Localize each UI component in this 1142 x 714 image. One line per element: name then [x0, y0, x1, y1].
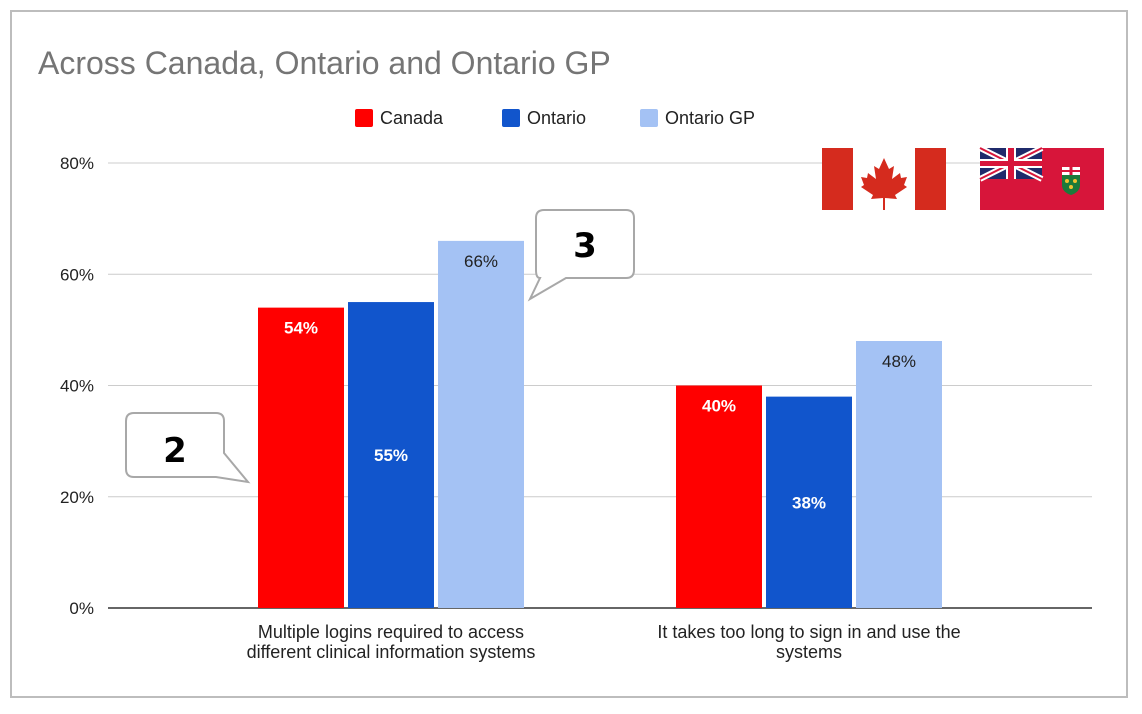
- legend-swatch: [502, 109, 520, 127]
- y-tick-label: 80%: [60, 154, 94, 173]
- data-labels: 54% 55% 66% 40% 38% 48%: [284, 252, 916, 512]
- bar-ontario-gp: [438, 240, 524, 608]
- x-category-label: It takes too long to sign in and use the…: [657, 622, 960, 662]
- callout-2-text: 2: [163, 431, 187, 471]
- data-label: 66%: [464, 252, 498, 271]
- y-axis-ticks: 0% 20% 40% 60% 80%: [60, 154, 94, 618]
- canada-flag-icon: [822, 148, 946, 210]
- bar-ontario: [348, 302, 434, 608]
- data-label: 40%: [702, 397, 736, 416]
- chart-frame: Across Canada, Ontario and Ontario GP Ca…: [10, 10, 1128, 698]
- legend: Canada Ontario Ontario GP: [355, 108, 755, 128]
- chart-canvas: Across Canada, Ontario and Ontario GP Ca…: [38, 45, 1104, 662]
- legend-label: Ontario GP: [665, 108, 755, 128]
- bars: [258, 240, 942, 608]
- y-tick-label: 60%: [60, 265, 94, 284]
- bar-canada: [676, 385, 762, 608]
- ontario-flag-icon: [978, 145, 1104, 210]
- legend-label: Ontario: [527, 108, 586, 128]
- data-label: 48%: [882, 352, 916, 371]
- chart-title: Across Canada, Ontario and Ontario GP: [38, 45, 611, 81]
- bar-ontario: [766, 396, 852, 608]
- bar-ontario-gp: [856, 341, 942, 608]
- data-label: 38%: [792, 493, 826, 512]
- x-category-label: Multiple logins required to access differ…: [247, 622, 536, 662]
- legend-swatch: [640, 109, 658, 127]
- legend-label: Canada: [380, 108, 444, 128]
- legend-swatch: [355, 109, 373, 127]
- y-tick-label: 40%: [60, 377, 94, 396]
- callout-bubble-2: 2: [125, 412, 251, 484]
- callout-3-text: 3: [573, 226, 597, 266]
- data-label: 54%: [284, 319, 318, 338]
- y-tick-label: 0%: [69, 599, 94, 618]
- y-tick-label: 20%: [60, 488, 94, 507]
- callout-bubble-3: 3: [527, 209, 635, 302]
- bar-canada: [258, 307, 344, 608]
- data-label: 55%: [374, 446, 408, 465]
- category-labels: Multiple logins required to access differ…: [247, 622, 961, 662]
